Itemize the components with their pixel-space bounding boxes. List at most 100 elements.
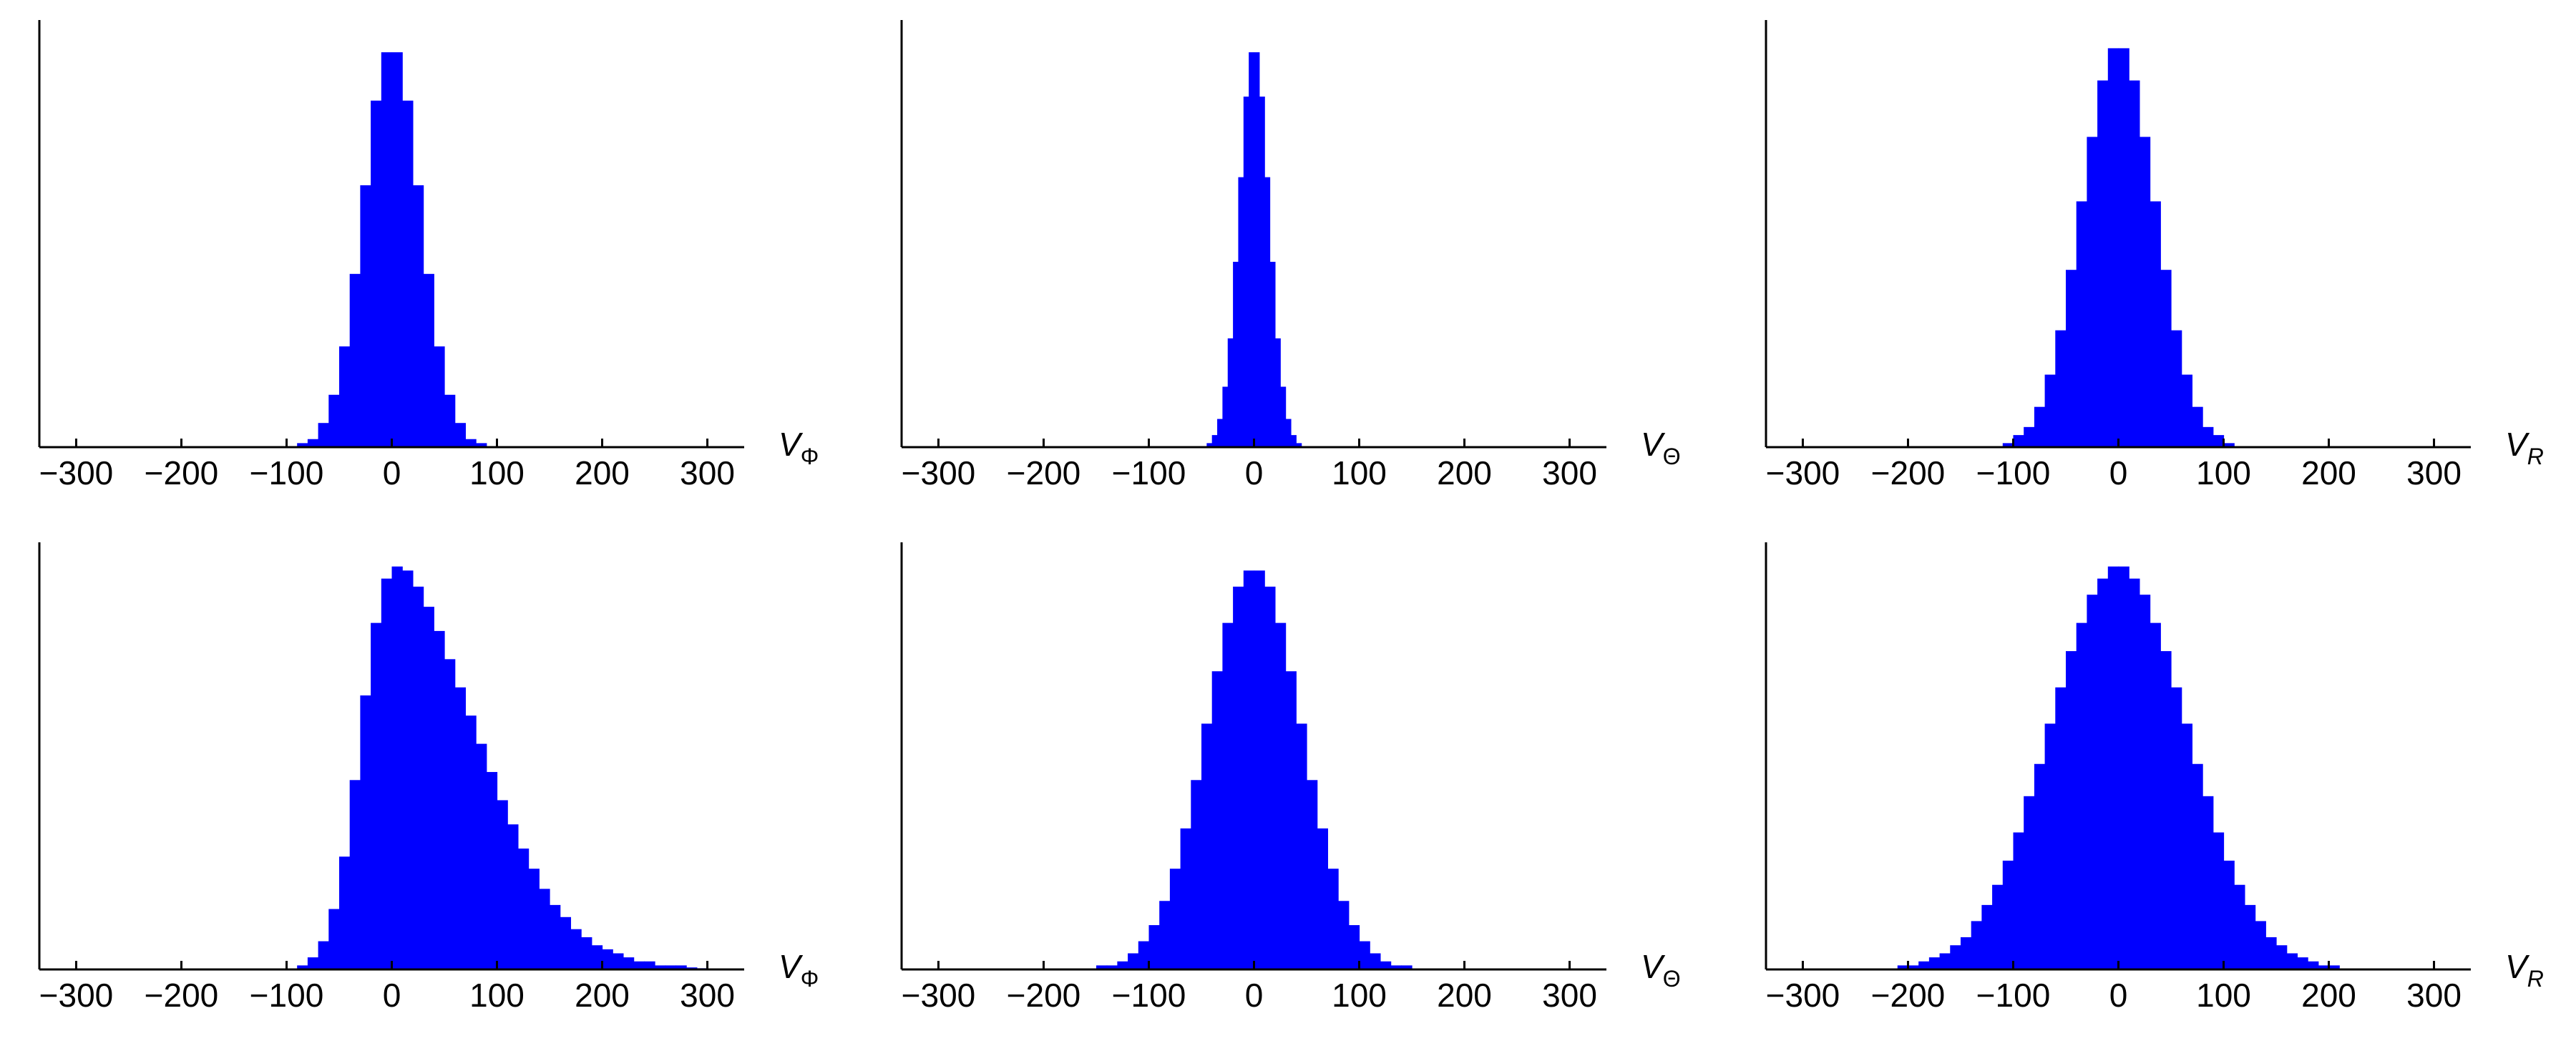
bar bbox=[2202, 426, 2214, 447]
bar bbox=[1117, 961, 1128, 969]
bar bbox=[1222, 622, 1234, 969]
bar bbox=[371, 100, 382, 447]
x-tick-label: 100 bbox=[2196, 977, 2251, 1014]
bar bbox=[1233, 586, 1244, 969]
bar bbox=[1259, 97, 1265, 447]
x-axis-label: VR bbox=[2505, 948, 2544, 992]
bar bbox=[1918, 961, 1930, 969]
bar bbox=[2192, 406, 2203, 447]
bar bbox=[2150, 622, 2161, 969]
bar bbox=[1206, 443, 1213, 447]
bar bbox=[2255, 921, 2266, 969]
bar bbox=[2087, 595, 2098, 969]
x-tick-label: 300 bbox=[1542, 977, 1597, 1014]
bar bbox=[1274, 338, 1281, 447]
x-tick-label: 100 bbox=[2196, 454, 2251, 492]
bar bbox=[402, 570, 414, 969]
bar bbox=[2308, 961, 2319, 969]
bar bbox=[412, 586, 424, 969]
x-tick-label: −200 bbox=[145, 454, 219, 492]
x-tick-label: 200 bbox=[575, 454, 630, 492]
bar bbox=[2044, 723, 2056, 969]
bar bbox=[2297, 957, 2308, 969]
bar bbox=[2107, 566, 2119, 969]
bar bbox=[338, 856, 351, 969]
bar bbox=[2118, 48, 2129, 447]
bar bbox=[2223, 860, 2235, 969]
bar bbox=[2234, 884, 2245, 969]
x-tick-label: −300 bbox=[39, 977, 114, 1014]
bar bbox=[1254, 570, 1265, 969]
panel: −300 −200 −100 0 100 200 300 VR bbox=[1765, 20, 2544, 492]
bar bbox=[2286, 953, 2298, 969]
bar bbox=[2318, 965, 2330, 969]
x-tick-label: 300 bbox=[2406, 977, 2462, 1014]
bar bbox=[1264, 177, 1271, 447]
x-tick-label: 200 bbox=[1437, 454, 1492, 492]
x-tick-label: 100 bbox=[469, 454, 525, 492]
bar bbox=[2065, 651, 2077, 969]
bar bbox=[434, 346, 445, 447]
bar bbox=[423, 273, 434, 447]
bar bbox=[2139, 137, 2151, 447]
bar bbox=[2034, 406, 2046, 447]
bar bbox=[602, 949, 613, 969]
bar bbox=[454, 687, 467, 969]
x-tick-label: 100 bbox=[1332, 454, 1387, 492]
bar bbox=[1274, 622, 1287, 969]
bar bbox=[517, 849, 530, 969]
bar bbox=[1201, 723, 1213, 969]
bar bbox=[476, 743, 487, 969]
bar bbox=[2076, 201, 2087, 447]
x-axis-label: VΘ bbox=[1641, 426, 1681, 469]
bar bbox=[1280, 386, 1287, 447]
bar bbox=[465, 715, 477, 969]
bar bbox=[581, 937, 592, 969]
x-tick-label: −300 bbox=[902, 454, 976, 492]
bar bbox=[2171, 330, 2182, 447]
bar bbox=[2181, 374, 2193, 447]
bar bbox=[1138, 941, 1150, 969]
x-tick-label: −300 bbox=[39, 454, 114, 492]
bar bbox=[665, 965, 677, 969]
bar bbox=[1390, 965, 1402, 969]
bar bbox=[1148, 925, 1160, 969]
x-axis-label-subscript: Φ bbox=[801, 966, 819, 992]
bar bbox=[1296, 723, 1307, 969]
bar bbox=[497, 800, 508, 969]
bar bbox=[434, 630, 445, 969]
bar bbox=[2328, 965, 2340, 969]
bar bbox=[318, 941, 329, 969]
bar bbox=[1243, 570, 1255, 969]
bar bbox=[2192, 763, 2203, 969]
x-tick-label: −100 bbox=[1112, 454, 1186, 492]
bar bbox=[1285, 419, 1292, 447]
bar bbox=[1939, 953, 1951, 969]
bar bbox=[381, 578, 393, 969]
bar bbox=[2129, 578, 2140, 969]
bar bbox=[2044, 374, 2056, 447]
panel: −300 −200 −100 0 100 200 300 VΘ bbox=[900, 542, 1681, 1014]
bar bbox=[2055, 330, 2067, 447]
bar bbox=[1897, 965, 1909, 969]
bar bbox=[2076, 622, 2087, 969]
x-tick-label: −300 bbox=[902, 977, 976, 1014]
bar bbox=[2065, 270, 2077, 447]
x-tick-label: 200 bbox=[2301, 454, 2356, 492]
bar bbox=[2034, 763, 2046, 969]
bar bbox=[1370, 953, 1381, 969]
bar bbox=[528, 869, 540, 969]
bar bbox=[1971, 921, 1982, 969]
bar bbox=[1401, 965, 1413, 969]
bar bbox=[1981, 904, 1993, 969]
panel: −300 −200 −100 0 100 200 300 VR bbox=[1765, 542, 2544, 1014]
bar bbox=[2139, 595, 2151, 969]
bar bbox=[2181, 723, 2193, 969]
bar bbox=[2276, 945, 2288, 969]
bar bbox=[1211, 671, 1223, 969]
x-tick-label: −300 bbox=[1766, 454, 1840, 492]
bar bbox=[328, 909, 340, 969]
bar bbox=[1159, 901, 1171, 969]
bar bbox=[507, 824, 519, 969]
bar bbox=[360, 695, 371, 969]
